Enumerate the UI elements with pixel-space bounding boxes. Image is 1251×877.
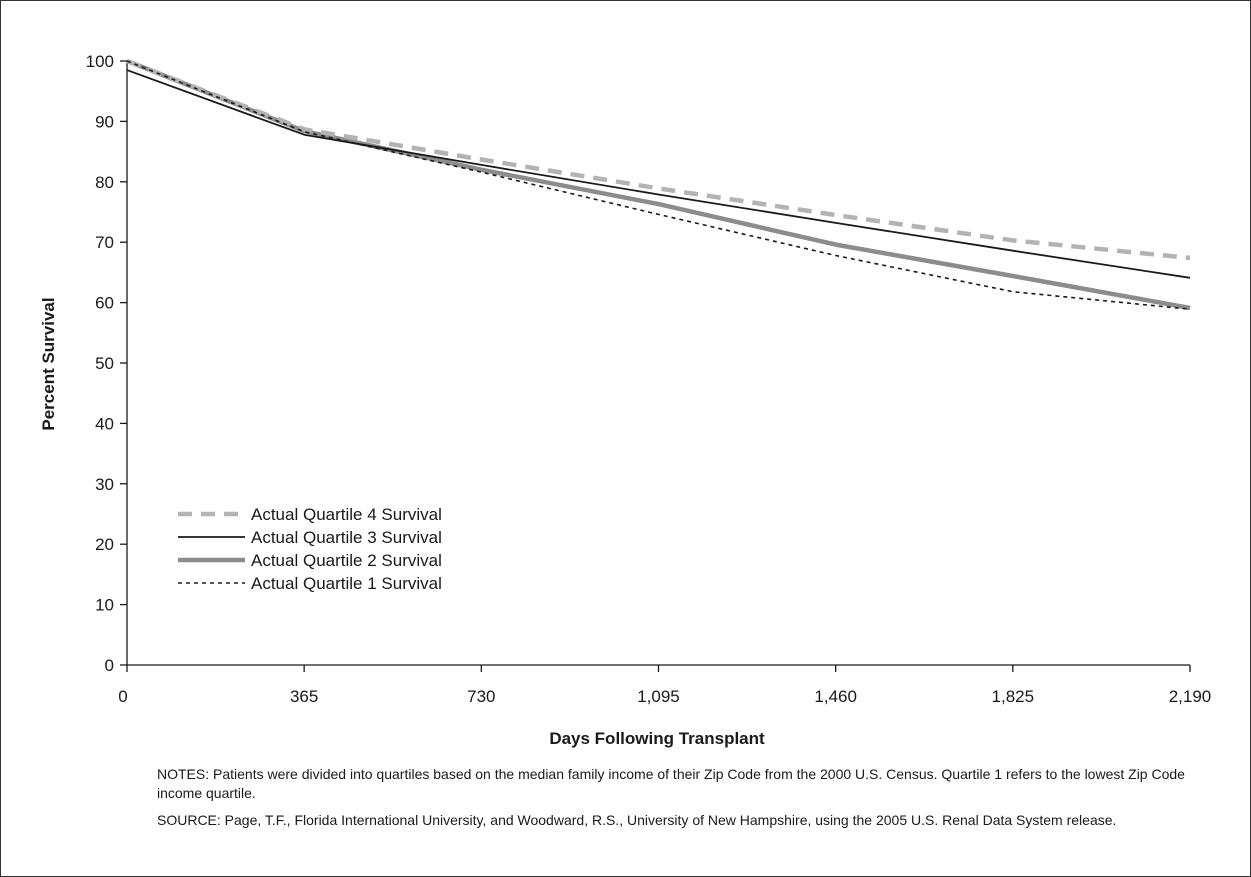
legend-label: Actual Quartile 2 Survival — [251, 551, 442, 570]
y-axis-title: Percent Survival — [39, 297, 58, 430]
series-line-quartile-1 — [126, 60, 1191, 310]
x-tick-label: 365 — [290, 687, 318, 706]
x-tick-label: 1,095 — [637, 687, 680, 706]
y-tick-label: 80 — [95, 173, 114, 192]
x-axis: 0 365 730 1,095 1,460 1,825 2,190 — [118, 664, 1212, 706]
series-line-quartile-2 — [126, 58, 1191, 311]
y-tick-label: 0 — [105, 656, 114, 675]
x-tick-label: 0 — [118, 687, 127, 706]
figure-notes: NOTES: Patients were divided into quarti… — [157, 765, 1217, 838]
legend-label: Actual Quartile 4 Survival — [251, 505, 442, 524]
y-tick-label: 50 — [95, 354, 114, 373]
x-tick-label: 1,460 — [814, 687, 857, 706]
y-tick-label: 70 — [95, 233, 114, 252]
y-tick-label: 20 — [95, 535, 114, 554]
line-chart: 0 10 20 30 40 50 60 70 80 90 100 0 365 730 1,095 1,460… — [39, 52, 1212, 748]
y-axis: 0 10 20 30 40 50 60 70 80 90 100 — [86, 52, 128, 675]
series-lines — [126, 58, 1191, 311]
x-tick-label: 2,190 — [1169, 687, 1212, 706]
source-text: SOURCE: Page, T.F., Florida Internationa… — [157, 812, 1117, 828]
y-tick-label: 100 — [86, 52, 114, 71]
y-tick-label: 90 — [95, 112, 114, 131]
y-tick-label: 40 — [95, 414, 114, 433]
y-tick-label: 10 — [95, 596, 114, 615]
y-tick-label: 60 — [95, 294, 114, 313]
notes-text: NOTES: Patients were divided into quarti… — [157, 766, 1185, 801]
series-line-quartile-3 — [126, 69, 1191, 279]
legend: Actual Quartile 4 Survival Actual Quartil… — [178, 505, 442, 593]
x-axis-title: Days Following Transplant — [549, 729, 765, 748]
x-tick-label: 730 — [467, 687, 495, 706]
series-line-quartile-4 — [126, 58, 1191, 261]
legend-label: Actual Quartile 1 Survival — [251, 574, 442, 593]
legend-label: Actual Quartile 3 Survival — [251, 528, 442, 547]
y-tick-label: 30 — [95, 475, 114, 494]
x-tick-label: 1,825 — [992, 687, 1035, 706]
